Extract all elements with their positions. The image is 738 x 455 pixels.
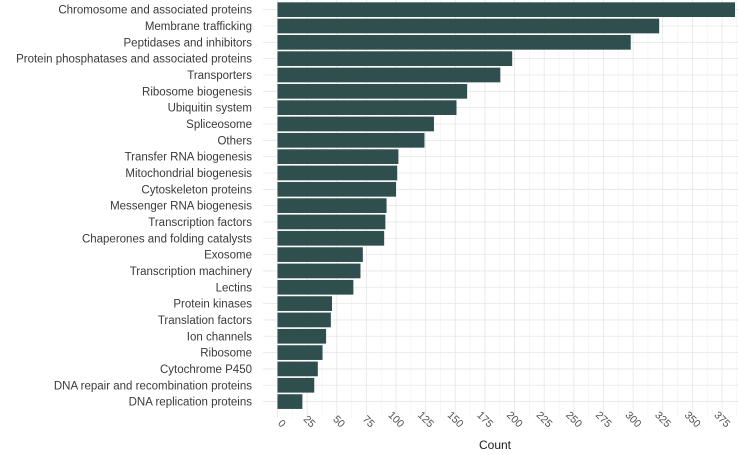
category-label: Chromosome and associated proteins: [58, 5, 252, 17]
x-tick-label: 100: [386, 409, 407, 430]
category-label: Spliceosome: [186, 119, 252, 131]
bars: [277, 2, 736, 409]
category-label: Peptidases and inhibitors: [124, 37, 253, 49]
category-label: Transcription factors: [148, 217, 252, 229]
category-label: Others: [217, 135, 252, 147]
bar: [277, 132, 425, 148]
x-tick-label: 225: [534, 409, 555, 430]
category-label: Mitochondrial biogenesis: [125, 168, 252, 180]
bar: [277, 100, 457, 115]
bar: [277, 214, 386, 230]
x-tick-label: 375: [711, 409, 732, 430]
bar: [277, 51, 513, 67]
bar: [277, 198, 387, 213]
bar: [277, 328, 327, 344]
bar: [277, 312, 331, 328]
bar: [277, 247, 363, 262]
x-tick-label: 300: [623, 409, 644, 430]
bar: [277, 377, 315, 393]
bar: [277, 230, 385, 246]
category-label: Ribosome biogenesis: [142, 86, 252, 98]
bar: [277, 361, 318, 377]
x-tick-label: 200: [504, 409, 525, 430]
bar: [277, 67, 501, 83]
x-tick-label: 25: [301, 413, 318, 430]
bar: [277, 279, 354, 295]
category-label: Transcription machinery: [130, 266, 253, 278]
category-label: Chaperones and folding catalysts: [82, 233, 252, 245]
bar: [277, 116, 434, 132]
bar: [277, 296, 333, 311]
bar: [277, 263, 361, 279]
x-tick-labels: 0 25 50 75 100 125 150 175 200 225 250 275 300 325 350…: [275, 409, 732, 431]
category-label: Protein kinases: [173, 299, 252, 311]
x-tick-label: 175: [474, 409, 495, 430]
bar: [277, 18, 660, 34]
bar: [277, 149, 399, 164]
x-tick-label: 325: [652, 409, 673, 430]
x-tick-label: 50: [330, 413, 347, 430]
category-label: DNA replication proteins: [129, 397, 253, 409]
x-tick-label: 125: [415, 409, 436, 430]
category-label: Cytoskeleton proteins: [141, 184, 252, 196]
category-label: Transfer RNA biogenesis: [125, 152, 253, 164]
x-tick-label: 0: [275, 418, 288, 431]
category-label: Ribosome: [200, 348, 252, 360]
x-tick-label: 275: [593, 409, 614, 430]
x-tick-label: 350: [682, 409, 703, 430]
x-tick-label: 75: [360, 413, 377, 430]
category-label: Cytochrome P450: [160, 364, 252, 376]
category-label: DNA repair and recombination proteins: [54, 380, 252, 392]
x-axis-title: Count: [479, 438, 512, 452]
category-label: Translation factors: [158, 315, 252, 327]
bar: [277, 345, 323, 360]
category-label: Protein phosphatases and associated prot…: [16, 54, 252, 66]
category-label: Ubiquitin system: [168, 103, 252, 115]
bar: [277, 34, 631, 50]
category-labels: Chromosome and associated proteins Membra…: [16, 5, 252, 409]
x-tick-label: 250: [563, 409, 584, 430]
x-tick-label: 150: [445, 409, 466, 430]
bar: [277, 83, 468, 99]
category-label: Ion channels: [187, 331, 252, 343]
bar: [277, 2, 736, 18]
category-label: Lectins: [216, 282, 253, 294]
category-label: Messenger RNA biogenesis: [110, 201, 252, 213]
bar: [277, 165, 398, 181]
bar: [277, 394, 303, 409]
category-label: Exosome: [204, 250, 252, 262]
category-label: Transporters: [187, 70, 252, 82]
category-label: Membrane trafficking: [145, 21, 252, 33]
bar: [277, 181, 397, 197]
